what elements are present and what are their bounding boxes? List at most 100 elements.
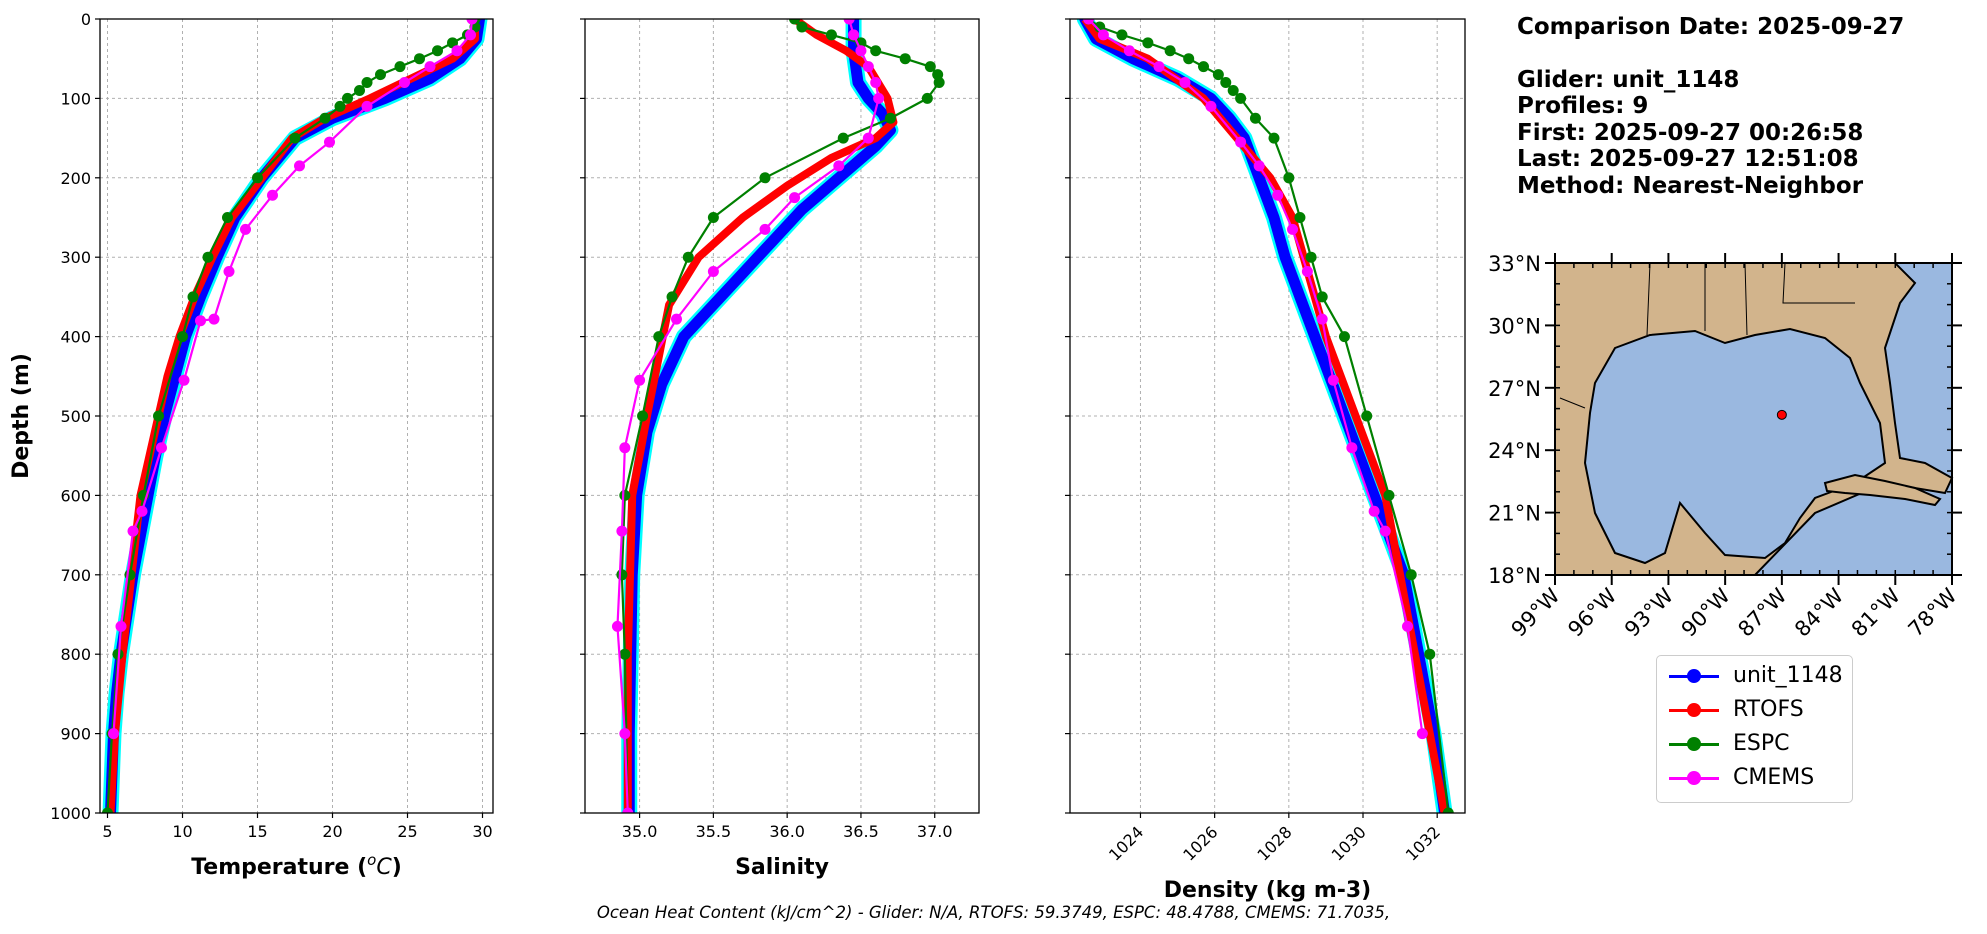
location-map: 33°N30°N27°N24°N21°N18°N99°W96°W93°W90°W… [1488, 252, 1962, 642]
series-point-ESPC [1283, 172, 1295, 184]
x-tick-label: 25 [397, 822, 417, 841]
series-point-ESPC [637, 410, 649, 422]
series-point-CMEMS [156, 442, 167, 454]
x-axis-label: Temperature (oC) [191, 851, 402, 880]
series-point-ESPC [1424, 648, 1436, 660]
y-axis-label: Depth (m) [9, 353, 34, 479]
series-point-ESPC [414, 53, 425, 65]
series-point-ESPC [616, 569, 628, 581]
series-point-ESPC [1198, 61, 1210, 73]
series-point-ESPC [319, 112, 331, 124]
series-point-CMEMS [136, 505, 148, 517]
series-point-ESPC [1164, 45, 1176, 57]
series-point-ESPC [187, 291, 199, 303]
last-time: Last: 2025-09-27 12:51:08 [1517, 146, 1859, 172]
x-tick-label: 36.0 [769, 822, 805, 841]
y-tick-label: 600 [60, 486, 91, 505]
map-lat-label: 21°N [1488, 502, 1541, 526]
map-lat-label: 24°N [1488, 439, 1541, 463]
legend-label: unit_1148 [1733, 663, 1843, 688]
series-point-CMEMS [873, 92, 885, 104]
series-point-ESPC [1227, 84, 1239, 96]
paren: ) [392, 855, 402, 880]
series-point-CMEMS [424, 61, 436, 73]
x-tick-label: 1032 [1402, 822, 1444, 864]
series-point-ESPC [102, 807, 113, 813]
series-point-ESPC [394, 61, 406, 73]
series-point-CMEMS [1235, 136, 1247, 148]
x-tick-label: 37.0 [917, 822, 953, 841]
y-tick-label: 400 [60, 328, 91, 347]
x-tick-label: 1026 [1179, 822, 1221, 864]
x-tick-label: 1024 [1105, 822, 1147, 864]
density-panel: 1024 1026 1028 1030 1032 Density (kg m-3) [1065, 18, 1466, 903]
series-group [611, 19, 945, 813]
series-point-CMEMS [759, 223, 771, 235]
series-point-ESPC [1316, 291, 1328, 303]
legend-label: CMEMS [1733, 765, 1815, 790]
x-tick-label: 35.0 [622, 822, 658, 841]
series-point-CMEMS [848, 29, 860, 41]
series-point-CMEMS [465, 29, 476, 41]
series-point-ESPC [334, 100, 346, 112]
series-point-ESPC [1305, 251, 1317, 263]
x-tick-label: 5 [102, 822, 112, 841]
x-tick-label: 36.5 [843, 822, 879, 841]
series-point-ESPC [870, 45, 882, 57]
series-point-CMEMS [619, 728, 631, 740]
series-point-CMEMS [267, 189, 278, 201]
series-point-CMEMS [1301, 265, 1313, 277]
x-tick-label: 1028 [1253, 822, 1295, 864]
map-lat-label: 27°N [1488, 377, 1541, 401]
series-point-ESPC [1220, 77, 1232, 89]
profile-count: Profiles: 9 [1517, 93, 1649, 119]
x-tick-label: 20 [322, 822, 342, 841]
series-point-CMEMS [1272, 189, 1284, 201]
series-point-CMEMS [634, 374, 646, 386]
legend-label: ESPC [1733, 731, 1790, 756]
x-tick-label: 10 [172, 822, 192, 841]
map-cuba [1823, 473, 1942, 507]
y-tick-label: 700 [60, 566, 91, 585]
y-tick-label: 0 [81, 10, 91, 29]
series-group [1076, 19, 1454, 813]
series-point-ESPC [921, 92, 933, 104]
series-point-CMEMS [619, 442, 631, 454]
ohc-footer: Ocean Heat Content (kJ/cm^2) - Glider: N… [596, 903, 1391, 922]
series-point-CMEMS [1179, 77, 1191, 89]
legend: unit_1148 RTOFS ESPC CMEMS [1656, 655, 1853, 803]
series-point-CMEMS [1402, 620, 1414, 632]
series-point-ESPC [924, 61, 936, 73]
salinity-panel: 35.0 35.5 36.0 36.5 37.0 Salinity [580, 18, 980, 880]
series-point-CMEMS [1368, 505, 1380, 517]
legend-item-rtofs: RTOFS [1665, 695, 1850, 725]
series-point-ESPC [1142, 37, 1154, 49]
series-point-CMEMS [789, 192, 801, 204]
series-point-ESPC [666, 291, 678, 303]
series-point-CMEMS [1083, 19, 1095, 25]
legend-item-espc: ESPC [1665, 729, 1850, 759]
series-line-ESPC [620, 19, 941, 813]
series-point-CMEMS [108, 728, 119, 740]
series-point-ESPC [899, 53, 911, 65]
x-tick-label: 30 [472, 822, 492, 841]
series-point-ESPC [1268, 132, 1280, 144]
series-point-ESPC [1116, 29, 1128, 41]
series-point-CMEMS [1253, 160, 1265, 172]
y-tick-label: 500 [60, 407, 91, 426]
series-point-CMEMS [611, 620, 623, 632]
map-gulf [1583, 327, 1887, 565]
series-point-ESPC [1212, 69, 1224, 81]
series-point-CMEMS [843, 19, 855, 25]
series-point-ESPC [432, 45, 443, 57]
series-point-ESPC [354, 84, 365, 96]
map-borders [1559, 262, 1855, 409]
series-point-CMEMS [451, 45, 463, 57]
axes-frame [1069, 18, 1466, 814]
series-point-CMEMS [240, 223, 251, 235]
series-point-ESPC [825, 29, 837, 41]
y-tick-label: 100 [60, 89, 91, 108]
series-point-CMEMS [208, 313, 220, 325]
series-point-ESPC [222, 212, 233, 223]
